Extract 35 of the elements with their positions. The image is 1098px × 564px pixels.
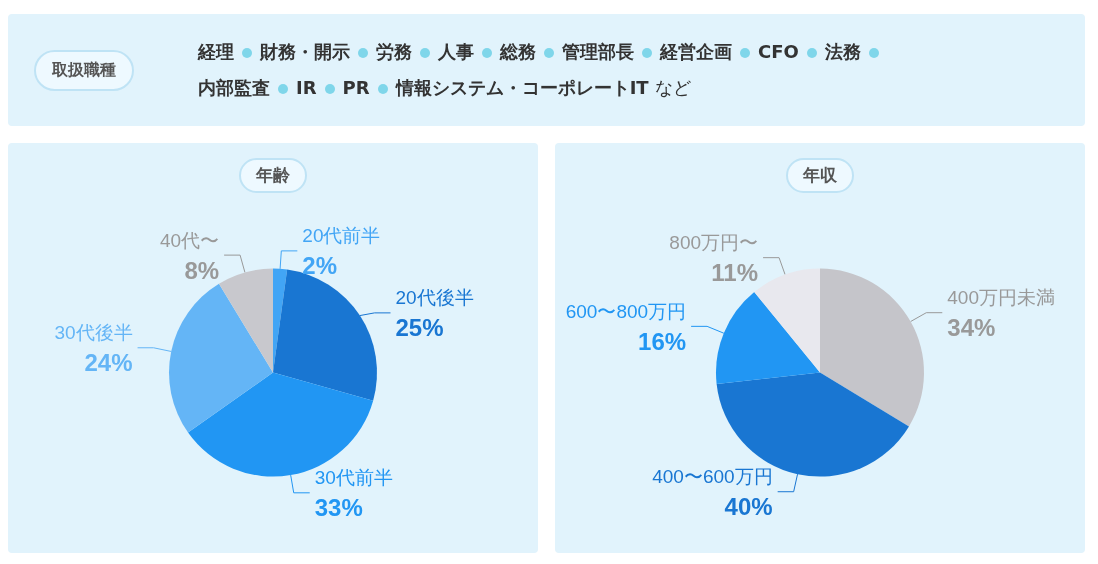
text: 取扱職種 xyxy=(34,50,134,91)
slice-label: 400万円未満 xyxy=(947,287,1055,309)
text: 労務 xyxy=(376,41,412,62)
chart-title: 年収 xyxy=(802,166,838,185)
data-label: 2% xyxy=(302,252,338,280)
text: CFO xyxy=(758,41,799,62)
text: 法務 xyxy=(824,41,861,62)
slice-label: 20代前半 xyxy=(302,225,381,247)
text: PR xyxy=(342,77,370,98)
data-label: 24% xyxy=(84,349,133,377)
slice-label: 600〜800万円 xyxy=(565,300,687,322)
text: 情報システム・コーポレートIT xyxy=(395,77,649,98)
slice-label: 400〜600万円 xyxy=(652,466,773,488)
data-label: 34% xyxy=(947,314,996,342)
slice-label: 40代〜 xyxy=(159,229,220,251)
slice-label: 800万円〜 xyxy=(669,232,759,254)
data-label: 16% xyxy=(638,327,687,355)
text: 経営企画 xyxy=(660,41,732,62)
text: 総務 xyxy=(500,41,536,62)
text: IR xyxy=(296,77,317,98)
text: 財務・開示 xyxy=(260,41,350,62)
text: 人事 xyxy=(438,41,474,62)
data-label: 33% xyxy=(314,494,363,522)
data-label: 8% xyxy=(184,256,220,284)
data-label: 11% xyxy=(711,259,759,287)
text: 経理 xyxy=(198,41,234,62)
text: 管理部長 xyxy=(562,41,634,62)
slice-label: 30代前半 xyxy=(314,467,393,489)
data-label: 40% xyxy=(724,493,773,521)
text: 内部監査 xyxy=(198,77,270,98)
slice-label: 30代後半 xyxy=(54,322,133,344)
data-label: 25% xyxy=(395,314,444,342)
slice-label: 20代後半 xyxy=(395,287,474,309)
chart-title: 年齢 xyxy=(255,166,291,185)
text: など xyxy=(654,77,691,98)
